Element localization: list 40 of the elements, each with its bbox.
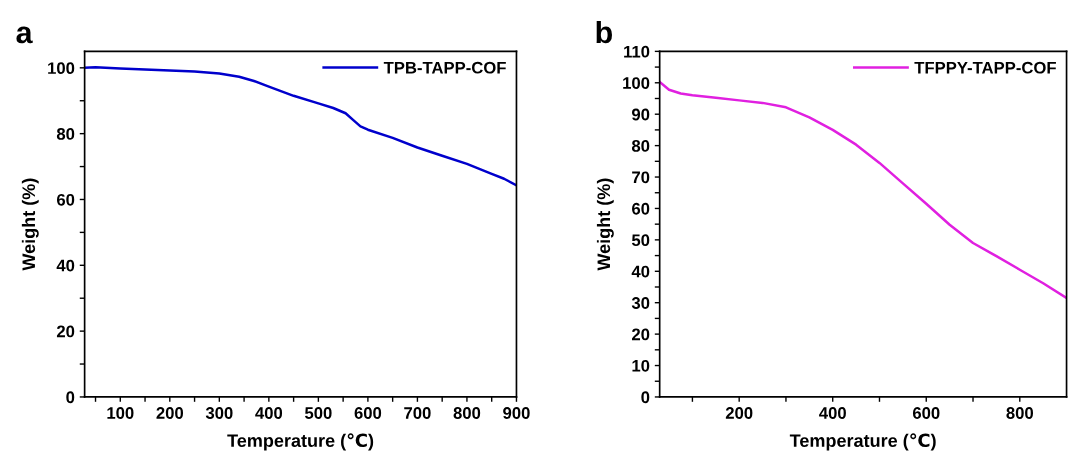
x-axis-title: Temperature (℃) [227,433,374,451]
x-tick-label: 300 [205,407,233,419]
x-tick-label: 800 [453,407,481,419]
y-tick-label: 80 [631,140,650,152]
x-tick-label: 400 [819,407,846,419]
x-tick-label: 500 [304,407,332,419]
y-tick-label: 0 [66,391,75,404]
y-tick-label: 70 [632,171,650,184]
x-tick-label: 100 [107,407,134,419]
y-tick-label: 110 [624,45,650,58]
y-tick-label: 90 [632,108,650,121]
chart-title: b [596,20,612,44]
y-tick-label: 20 [56,325,75,338]
x-tick-label: 600 [912,407,940,419]
y-tick-label: 40 [56,259,75,272]
y-tick-label: 50 [631,234,650,247]
y-tick-label: 80 [56,128,75,140]
y-tick-label: 10 [632,359,650,372]
y-axis-title: Weight (%) [21,178,39,271]
y-tick-label: 100 [623,77,650,89]
y-tick-label: 100 [48,62,75,75]
x-tick-label: 600 [354,407,382,419]
x-tick-label: 800 [1006,407,1034,419]
x-tick-label: 200 [725,407,753,419]
y-tick-label: 0 [641,391,650,404]
line-series [659,80,1067,300]
x-tick-label: 700 [404,407,431,419]
y-tick-label: 60 [632,202,650,215]
legend-label: TFPPY-TAPP-COF [914,61,1056,74]
x-tick-label: 400 [255,407,283,419]
legend-label: TPB-TAPP-COF [383,61,506,74]
y-tick-label: 20 [632,328,650,341]
x-tick-label: 200 [156,407,184,419]
y-tick-label: 60 [56,193,75,206]
x-tick-label: 900 [503,407,530,419]
chart-title: a [16,26,33,44]
y-tick-label: 40 [631,265,650,278]
y-axis-title: Weight (%) [596,178,614,271]
x-axis-title: Temperature (℃) [789,433,936,451]
y-tick-label: 30 [631,297,650,309]
